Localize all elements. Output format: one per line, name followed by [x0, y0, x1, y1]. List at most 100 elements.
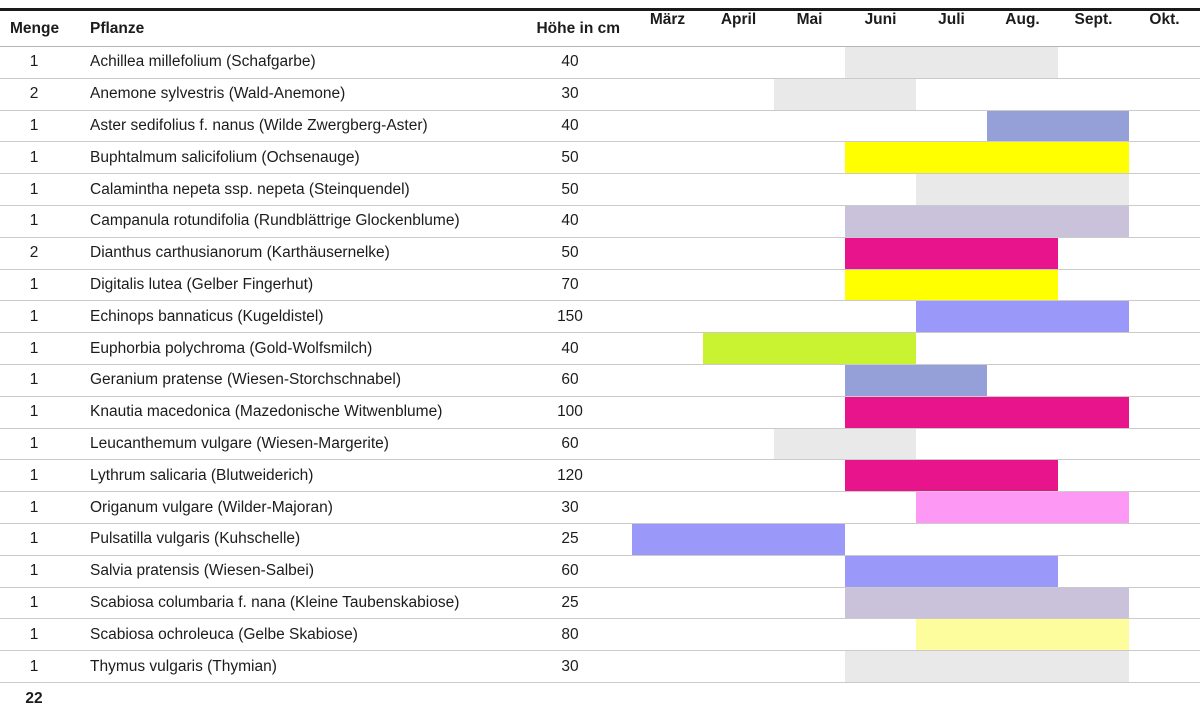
hoehe-cell: 30	[561, 498, 579, 516]
pflanze-cell: Scabiosa columbaria f. nana (Kleine Taub…	[90, 593, 460, 611]
hoehe-cell: 40	[561, 212, 579, 230]
hoehe-cell: 60	[561, 371, 579, 389]
col-header-month-okt: Okt.	[1149, 11, 1180, 28]
hoehe-cell: 60	[561, 562, 579, 580]
bloom-calendar-cell	[632, 205, 1200, 237]
col-header-month-mai: Mai	[796, 11, 823, 28]
table-row: 1 Euphorbia polychroma (Gold-Wolfsmilch)…	[0, 332, 1200, 364]
table-body: 1 Achillea millefolium (Schafgarbe) 40 2…	[0, 46, 1200, 682]
hoehe-cell: 30	[561, 85, 579, 103]
menge-cell: 1	[29, 562, 39, 580]
col-header-month-märz: März	[649, 11, 686, 28]
menge-cell: 1	[29, 657, 39, 675]
bloom-calendar-cell	[632, 333, 1200, 364]
bloom-period-bar	[916, 619, 1129, 651]
bloom-period-bar	[916, 174, 1129, 205]
table-row: 1 Calamintha nepeta ssp. nepeta (Steinqu…	[0, 173, 1200, 205]
bloom-calendar-cell	[632, 142, 1200, 174]
menge-cell: 1	[29, 212, 39, 230]
pflanze-cell: Calamintha nepeta ssp. nepeta (Steinquen…	[90, 180, 410, 198]
pflanze-cell: Knautia macedonica (Mazedonische Witwenb…	[90, 403, 443, 421]
bloom-period-bar	[845, 396, 1129, 428]
top-spacer	[0, 0, 1200, 8]
bloom-period-bar	[845, 205, 1129, 237]
table-row: 1 Campanula rotundifolia (Rundblättrige …	[0, 204, 1200, 237]
bloom-calendar-cell	[632, 174, 1200, 205]
hoehe-cell: 70	[561, 275, 579, 293]
bloom-period-bar	[845, 47, 1058, 78]
table-row: 1 Knautia macedonica (Mazedonische Witwe…	[0, 395, 1200, 428]
menge-cell: 1	[29, 371, 39, 389]
hoehe-cell: 120	[557, 466, 583, 484]
pflanze-cell: Aster sedifolius f. nanus (Wilde Zwergbe…	[90, 116, 428, 134]
bloom-period-bar	[845, 237, 1058, 269]
bloom-calendar-cell	[632, 460, 1200, 492]
bloom-calendar-cell	[632, 78, 1200, 110]
pflanze-cell: Buphtalmum salicifolium (Ochsenauge)	[90, 148, 360, 166]
bloom-calendar-cell	[632, 428, 1200, 460]
pflanze-cell: Pulsatilla vulgaris (Kuhschelle)	[90, 530, 301, 548]
table-footer-row: 22	[0, 681, 1200, 728]
hoehe-cell: 50	[561, 244, 579, 262]
hoehe-cell: 40	[561, 53, 579, 71]
menge-cell: 1	[29, 148, 39, 166]
table-header-row: Menge Pflanze Höhe in cm März April Mai Jun…	[0, 11, 1200, 46]
table-top-border	[0, 8, 1200, 11]
table-row: 1 Achillea millefolium (Schafgarbe) 40	[0, 46, 1200, 78]
table-row: 1 Digitalis lutea (Gelber Fingerhut) 70	[0, 268, 1200, 301]
pflanze-cell: Salvia pratensis (Wiesen-Salbei)	[90, 562, 314, 580]
hoehe-cell: 100	[557, 403, 583, 421]
menge-cell: 1	[29, 403, 39, 421]
col-header-menge: Menge	[10, 19, 60, 37]
menge-cell: 1	[29, 307, 39, 325]
bloom-calendar-cell	[632, 523, 1200, 555]
menge-cell: 1	[29, 625, 39, 643]
hoehe-cell: 40	[561, 116, 579, 134]
menge-cell: 1	[29, 466, 39, 484]
bloom-period-bar	[987, 110, 1129, 142]
pflanze-cell: Thymus vulgaris (Thymian)	[90, 657, 277, 675]
bloom-period-bar	[703, 333, 916, 364]
pflanze-cell: Euphorbia polychroma (Gold-Wolfsmilch)	[90, 339, 373, 357]
bloom-calendar-cell	[632, 47, 1200, 78]
pflanze-cell: Dianthus carthusianorum (Karthäusernelke…	[90, 244, 390, 262]
col-header-pflanze: Pflanze	[90, 19, 145, 37]
col-header-month-juni: Juni	[864, 11, 897, 28]
menge-cell: 2	[29, 244, 39, 262]
pflanze-cell: Origanum vulgare (Wilder-Majoran)	[90, 498, 333, 516]
pflanze-cell: Scabiosa ochroleuca (Gelbe Skabiose)	[90, 625, 358, 643]
bloom-calendar-cell	[632, 301, 1200, 333]
bloom-period-bar	[632, 523, 845, 555]
bloom-period-bar	[916, 492, 1129, 523]
bloom-period-bar	[845, 651, 1129, 682]
pflanze-cell: Leucanthemum vulgare (Wiesen-Margerite)	[90, 434, 389, 452]
bloom-period-bar	[845, 587, 1129, 619]
menge-cell: 1	[29, 180, 39, 198]
hoehe-cell: 50	[561, 148, 579, 166]
menge-cell: 1	[29, 53, 39, 71]
bloom-calendar-cell	[632, 651, 1200, 682]
pflanze-cell: Echinops bannaticus (Kugeldistel)	[90, 307, 324, 325]
table-row: 1 Thymus vulgaris (Thymian) 30	[0, 650, 1200, 682]
bloom-calendar-cell	[632, 269, 1200, 301]
menge-cell: 1	[29, 434, 39, 452]
bloom-period-bar	[845, 269, 1058, 301]
col-header-month-aug: Aug.	[1005, 11, 1040, 28]
pflanze-cell: Lythrum salicaria (Blutweiderich)	[90, 466, 314, 484]
hoehe-cell: 60	[561, 434, 579, 452]
table-row: 1 Aster sedifolius f. nanus (Wilde Zwerg…	[0, 109, 1200, 142]
bloom-period-bar	[845, 555, 1058, 587]
col-header-month-april: April	[720, 11, 757, 28]
table-row: 1 Scabiosa columbaria f. nana (Kleine Ta…	[0, 586, 1200, 619]
table-row: 1 Echinops bannaticus (Kugeldistel) 150	[0, 300, 1200, 333]
menge-cell: 1	[29, 275, 39, 293]
menge-cell: 1	[29, 593, 39, 611]
month-header-group: März April Mai Juni Juli Aug. Sept. Okt.	[632, 11, 1200, 46]
bloom-period-bar	[845, 460, 1058, 492]
pflanze-cell: Geranium pratense (Wiesen-Storchschnabel…	[90, 371, 401, 389]
bloom-calendar-cell	[632, 587, 1200, 619]
total-menge-value: 22	[25, 689, 43, 707]
col-header-month-juli: Juli	[938, 11, 965, 28]
table-row: 1 Origanum vulgare (Wilder-Majoran) 30	[0, 491, 1200, 523]
